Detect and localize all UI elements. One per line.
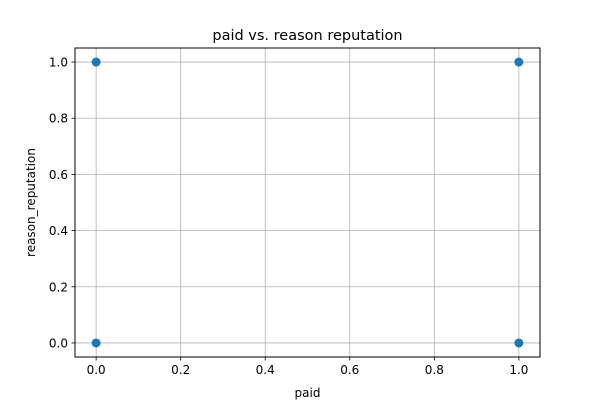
y-axis-ticks: 0.0 0.2 0.4 0.6 0.8 1.0 [49,56,75,350]
y-axis-label: reason_reputation [24,148,38,257]
plot-frame [74,47,541,358]
data-points [91,57,524,348]
x-tick-label: 0.8 [425,363,444,377]
x-tick-label: 1.0 [509,363,528,377]
x-tick-label: 0.2 [171,363,190,377]
x-tick-label: 0.0 [87,363,106,377]
x-axis-ticks: 0.0 0.2 0.4 0.6 0.8 1.0 [87,357,528,377]
x-tick-label: 0.4 [256,363,275,377]
data-point [91,338,101,348]
y-tick-label: 0.8 [49,112,68,126]
data-point [91,57,101,67]
x-tick-label: 0.6 [340,363,359,377]
data-point [514,57,524,67]
chart-title: paid vs. reason reputation [212,28,402,44]
y-tick-label: 0.0 [49,336,68,350]
y-tick-label: 0.4 [49,224,68,238]
y-tick-label: 0.6 [49,168,68,182]
x-axis-label: paid [295,386,321,400]
grid [75,48,540,357]
data-point [514,338,524,348]
y-tick-label: 1.0 [49,56,68,70]
y-tick-label: 0.2 [49,280,68,294]
